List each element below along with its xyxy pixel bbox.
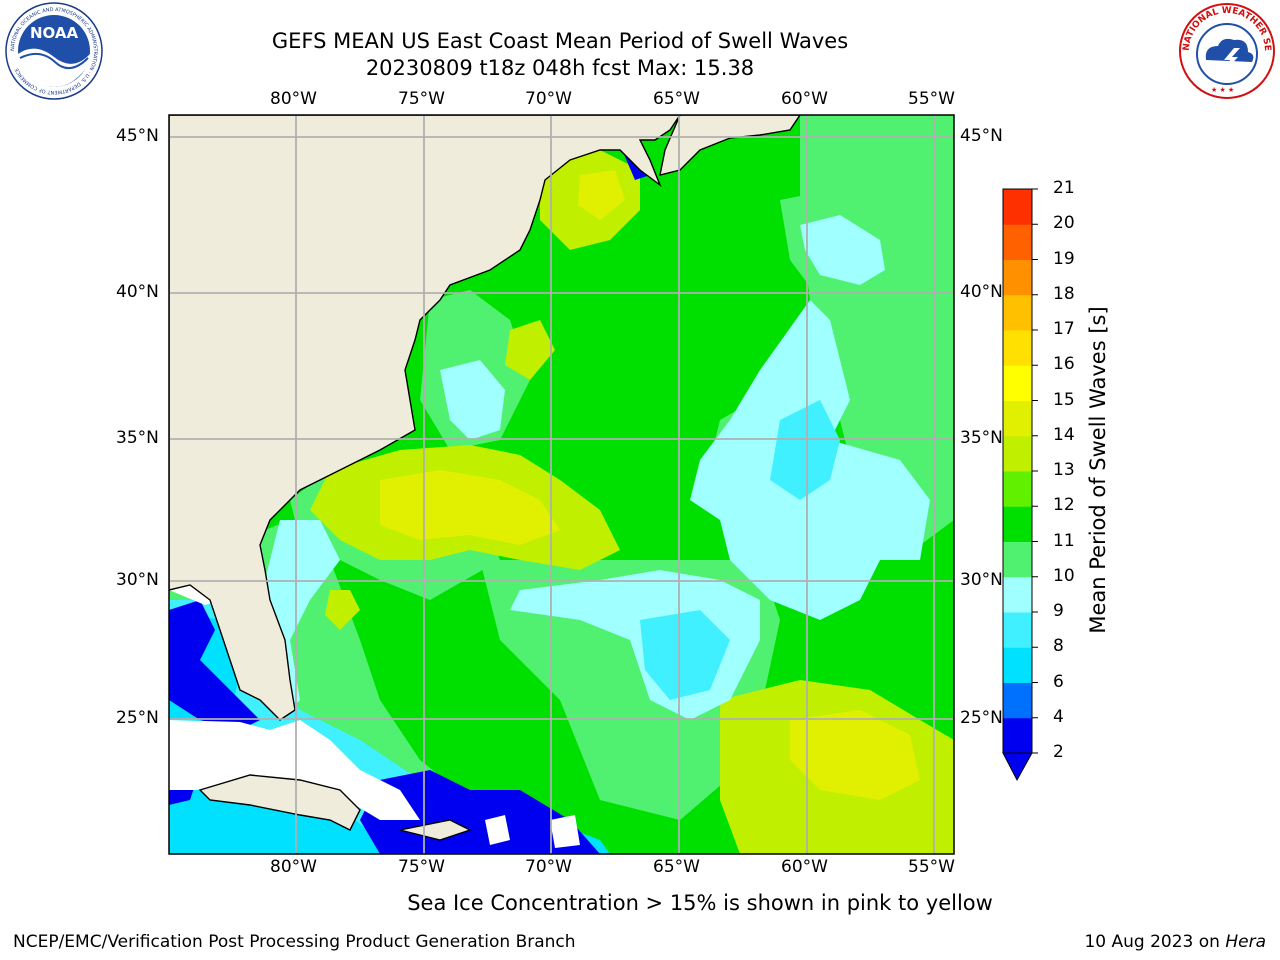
colorbar-tick-label: 12	[1053, 495, 1075, 516]
colorbar-segment	[1003, 365, 1032, 401]
lat-label-right: 40°N	[960, 282, 1003, 302]
sea-ice-note: Sea Ice Concentration > 15% is shown in …	[407, 891, 993, 915]
colorbar-segment	[1003, 189, 1032, 225]
colorbar-extend-arrow	[1002, 752, 1033, 782]
colorbar-tick-label: 9	[1053, 601, 1064, 621]
lat-label-left: 35°N	[116, 428, 159, 448]
colorbar-tick-label: 11	[1053, 530, 1075, 551]
lon-label-bottom: 65°W	[653, 857, 700, 877]
lat-label-left: 40°N	[116, 282, 159, 302]
map-plot-area	[169, 115, 954, 854]
lon-label-top: 65°W	[653, 89, 700, 109]
colorbar-segment	[1003, 717, 1032, 754]
colorbar-segment	[1003, 294, 1032, 331]
colorbar-tick-label: 21	[1053, 178, 1075, 198]
noaa-logo-text: NOAA	[30, 24, 79, 42]
lon-label-top: 60°W	[781, 89, 828, 109]
lon-label-bottom: 60°W	[781, 857, 828, 877]
colorbar-tick-label: 13	[1053, 460, 1075, 480]
colorbar-tick-label: 10	[1053, 565, 1075, 586]
credit-text: NCEP/EMC/Verification Post Processing Pr…	[13, 932, 576, 952]
colorbar-segment	[1003, 259, 1032, 296]
lon-label-top: 80°W	[270, 89, 317, 109]
colorbar-tick-label: 17	[1053, 319, 1075, 339]
colorbar-segment	[1003, 541, 1032, 578]
svg-text:★ ★ ★: ★ ★ ★	[1211, 86, 1234, 94]
colorbar-segment	[1003, 576, 1032, 613]
lon-label-bottom: 80°W	[270, 857, 317, 877]
lat-label-right: 30°N	[960, 570, 1003, 590]
colorbar-tick-label: 19	[1053, 248, 1075, 269]
graticule	[169, 115, 954, 854]
colorbar	[1002, 188, 1038, 782]
lon-label-top: 55°W	[908, 89, 955, 109]
colorbar-tick-label: 15	[1053, 389, 1075, 410]
colorbar-segment	[1003, 224, 1032, 260]
colorbar-segment	[1003, 330, 1032, 366]
lat-label-left: 25°N	[116, 708, 159, 728]
date-stamp: 10 Aug 2023 on Hera	[1084, 932, 1266, 952]
colorbar-segment	[1003, 612, 1032, 648]
colorbar-tick-label: 20	[1053, 213, 1075, 234]
colorbar-tick-label: 2	[1053, 742, 1064, 762]
host-name: Hera	[1225, 932, 1266, 952]
colorbar-tick-label: 14	[1053, 424, 1075, 445]
lat-label-right: 25°N	[960, 708, 1003, 728]
colorbar-segment	[1003, 435, 1032, 472]
colorbar-tick-label: 6	[1053, 671, 1064, 692]
lat-label-right: 35°N	[960, 428, 1003, 448]
colorbar-segment	[1003, 682, 1032, 719]
lon-label-bottom: 55°W	[908, 857, 955, 877]
colorbar-tick-label: 16	[1053, 354, 1075, 375]
lon-label-top: 70°W	[525, 89, 572, 109]
colorbar-segment	[1003, 400, 1032, 437]
noaa-logo-icon: NOAA NATIONAL OCEANIC AND ATMOSPHERIC AD…	[5, 2, 103, 100]
lon-label-bottom: 70°W	[525, 857, 572, 877]
colorbar-tick-label: 4	[1053, 706, 1064, 727]
lat-label-right: 45°N	[960, 126, 1003, 146]
date-text: 10 Aug 2023 on	[1084, 932, 1220, 952]
colorbar-segment	[1003, 647, 1032, 683]
colorbar-tick-label: 8	[1053, 636, 1064, 657]
lon-label-top: 75°W	[398, 89, 445, 109]
colorbar-segment	[1003, 506, 1032, 542]
contour-14-15s	[380, 170, 920, 800]
nws-logo-icon: NATIONAL WEATHER SERVICE ★ ★ ★	[1178, 2, 1275, 99]
chart-subtitle: 20230809 t18z 048h fcst Max: 15.38	[365, 56, 755, 80]
colorbar-title: Mean Period of Swell Waves [s]	[1086, 306, 1110, 634]
lat-label-left: 30°N	[116, 570, 159, 590]
colorbar-segment	[1003, 471, 1032, 507]
chart-title: GEFS MEAN US East Coast Mean Period of S…	[271, 29, 849, 53]
colorbar-tick-label: 18	[1053, 283, 1075, 304]
lat-label-left: 45°N	[116, 126, 159, 146]
no-data-areas	[169, 580, 580, 848]
map-frame	[168, 114, 955, 855]
lon-label-bottom: 75°W	[398, 857, 445, 877]
